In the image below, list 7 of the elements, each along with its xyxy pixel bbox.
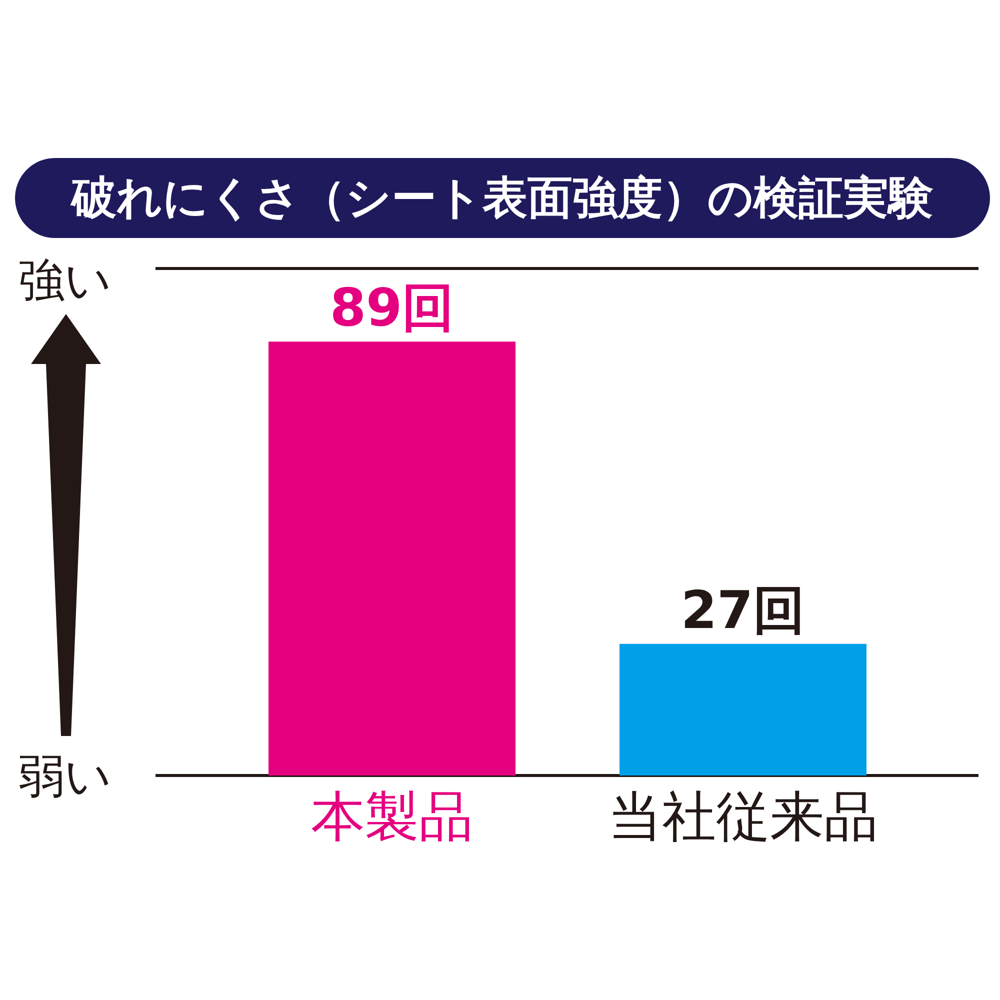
text: 弱い (18, 748, 112, 804)
data-label: 89回 (330, 278, 454, 339)
x-tick-label: 本製品 (311, 785, 473, 848)
x-tick-label: 当社従来品 (608, 785, 878, 848)
data-label: 27回 (680, 580, 806, 641)
text: 強い (18, 252, 112, 308)
chart-title: 破れにくさ（シート表面強度）の検証実験 (15, 158, 990, 238)
